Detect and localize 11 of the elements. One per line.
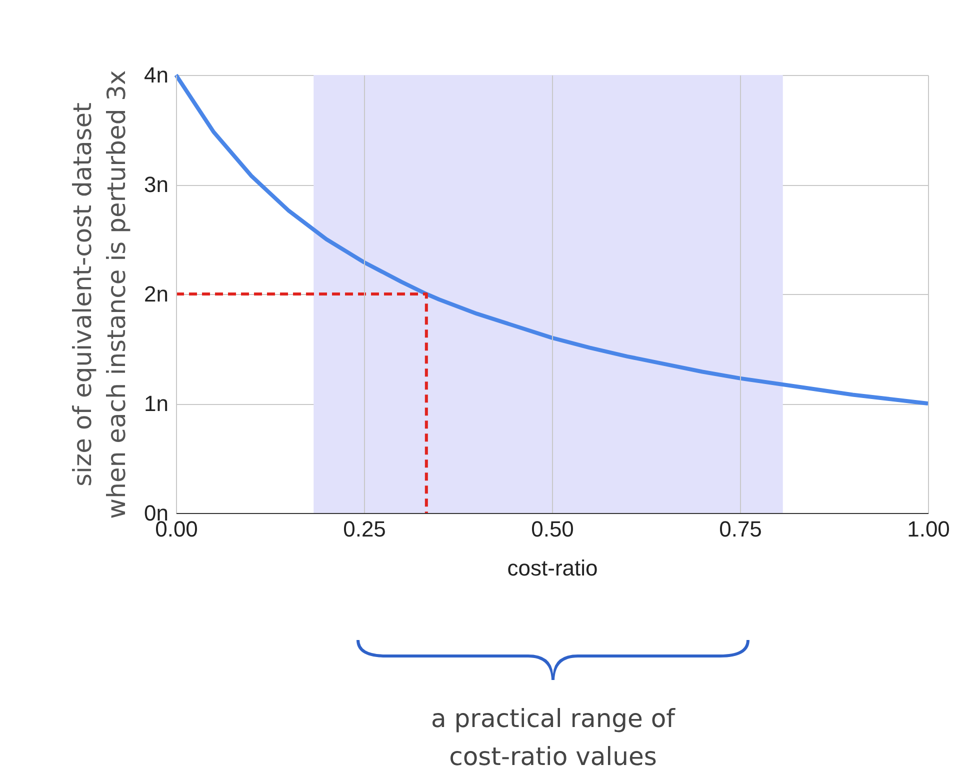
y-tick-label: 2n	[144, 282, 168, 306]
y-axis-title: size of equivalent-cost dataset when each instance is perturbed 3x	[68, 70, 132, 519]
x-tick-label: 0.25	[343, 516, 386, 542]
text: a practical range of cost-ratio values	[430, 703, 676, 773]
y-tick-label: 1n	[144, 391, 168, 416]
x-axis-title: cost-ratio	[507, 556, 598, 580]
x-tick-label: 0.50	[531, 516, 574, 542]
y-tick-label: 3n	[144, 172, 168, 197]
y-tick-label: 4n	[144, 62, 168, 88]
x-tick-label: 1.00	[907, 516, 950, 542]
x-tick-label: 0.75	[719, 516, 762, 542]
